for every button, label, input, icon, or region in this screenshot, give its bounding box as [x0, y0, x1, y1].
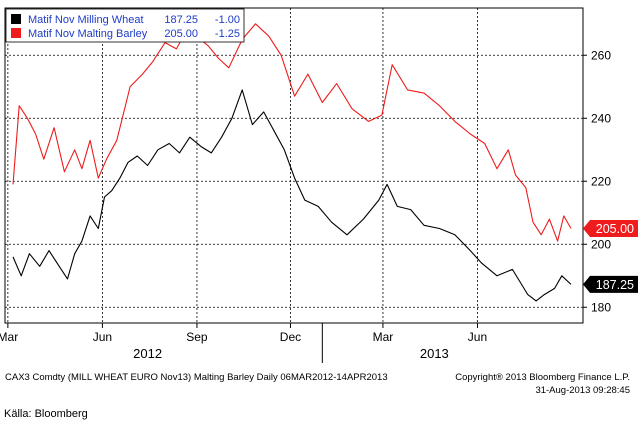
- x-tick-label-4: Mar: [373, 330, 394, 344]
- year-label-0: 2012: [133, 346, 162, 361]
- last-price-tag-0: [583, 275, 638, 293]
- last-price-tag-1: [583, 220, 638, 237]
- x-tick-label-5: Jun: [468, 330, 487, 344]
- plot-frame: [4, 7, 584, 324]
- y-tick-label-200: 200: [591, 237, 611, 251]
- legend-last-0: 187.25: [164, 14, 198, 26]
- series-line-1: [12, 23, 572, 242]
- legend-name-0: Matif Nov Milling Wheat: [28, 14, 144, 26]
- legend-change-0: -1.00: [215, 14, 240, 26]
- legend-box: [5, 8, 245, 43]
- legend-change-1: -1.25: [215, 28, 240, 40]
- footer-copyright: Copyright® 2013 Bloomberg Finance L.P.: [455, 372, 630, 383]
- x-tick-label-2: Sep: [186, 330, 208, 344]
- legend-name-1: Matif Nov Malting Barley: [28, 28, 148, 40]
- footer-left: CAX3 Comdty (MILL WHEAT EURO Nov13) Malt…: [5, 372, 388, 383]
- legend: Matif Nov Milling Wheat 187.25 -1.00 Matif …: [5, 8, 245, 43]
- y-axis: 180 200 220 240 260: [583, 48, 611, 314]
- y-tick-label-260: 260: [591, 48, 611, 62]
- footer-timestamp: 31-Aug-2013 09:28:45: [535, 385, 630, 396]
- series-line-0: [12, 89, 572, 302]
- source-note: Källa: Bloomberg: [4, 408, 88, 420]
- last-price-tags: 187.25 205.00: [583, 220, 638, 293]
- y-tick-label-220: 220: [591, 174, 611, 188]
- grid: [5, 8, 583, 323]
- x-tick-label-0: Mar: [0, 330, 18, 344]
- year-label-1: 2013: [420, 346, 449, 361]
- legend-swatch-0: [11, 14, 21, 24]
- last-price-tag-label-1: 205.00: [596, 222, 634, 236]
- x-tick-label-1: Jun: [93, 330, 112, 344]
- x-axis: Mar Jun Sep Dec Mar Jun 2012 2013: [0, 323, 487, 363]
- x-tick-label-3: Dec: [280, 330, 301, 344]
- legend-swatch-1: [11, 28, 21, 38]
- y-tick-label-180: 180: [591, 300, 611, 314]
- last-price-tag-label-0: 187.25: [596, 278, 634, 292]
- legend-last-1: 205.00: [164, 28, 198, 40]
- series-layer: [12, 23, 572, 302]
- y-tick-label-240: 240: [591, 111, 611, 125]
